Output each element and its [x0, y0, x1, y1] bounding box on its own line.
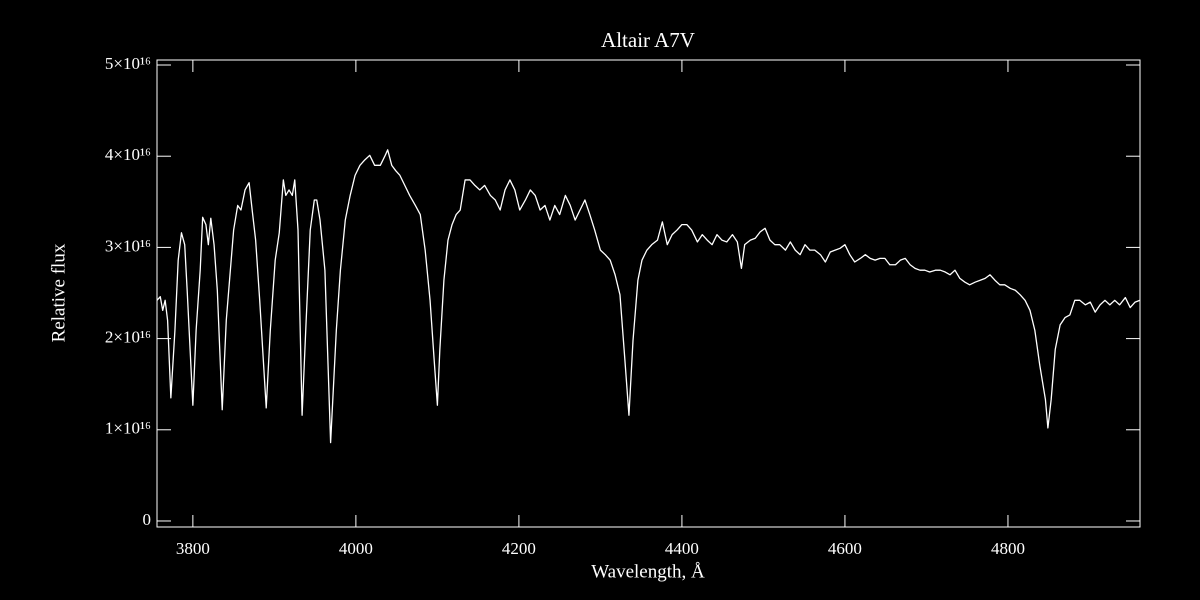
x-tick-label: 4200: [502, 539, 536, 558]
x-axis-label: Wavelength, Å: [591, 561, 705, 582]
y-tick-label: 4×10¹⁶: [105, 145, 151, 164]
spectrum-line: [156, 149, 1141, 444]
y-tick-label: 2×10¹⁶: [105, 328, 151, 347]
y-tick-label: 1×10¹⁶: [105, 419, 151, 438]
x-tick-label: 4000: [339, 539, 373, 558]
x-tick-label: 4800: [991, 539, 1025, 558]
y-tick-label: 3×10¹⁶: [105, 236, 151, 255]
plot-frame: [156, 59, 1141, 528]
chart-title: Altair A7V: [601, 28, 695, 52]
y-tick-label: 0: [143, 510, 152, 529]
x-tick-label: 3800: [176, 539, 210, 558]
y-axis-label: Relative flux: [48, 243, 69, 342]
x-tick-label: 4400: [665, 539, 699, 558]
y-tick-label: 5×10¹⁶: [105, 54, 151, 73]
x-tick-label: 4600: [828, 539, 862, 558]
